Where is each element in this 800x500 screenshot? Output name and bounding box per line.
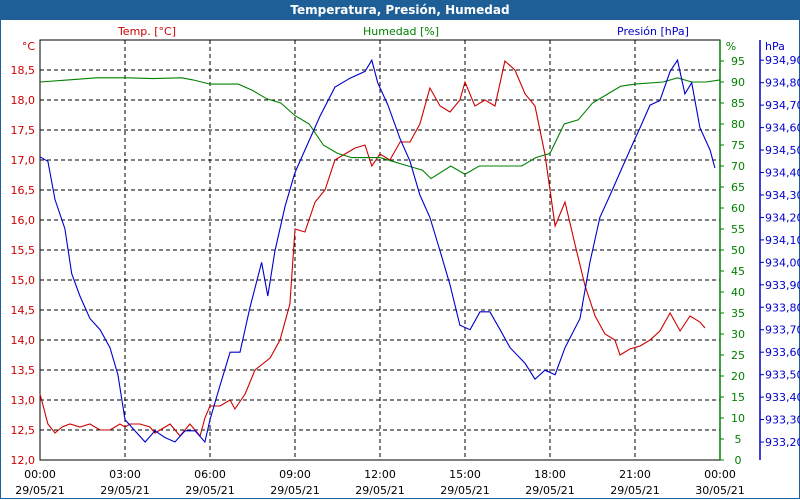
x-tick-date: 29/05/21 (100, 484, 149, 497)
humidity-tick-label: 30 (731, 328, 745, 341)
pressure-tick-label: 933,60 (765, 346, 800, 359)
pressure-tick-label: 933,40 (765, 391, 800, 404)
temp-tick-label: 14,0 (11, 334, 36, 347)
temp-tick-label: 16,5 (11, 184, 36, 197)
x-tick-date: 29/05/21 (185, 484, 234, 497)
legend-humidity: Humedad [%] (363, 25, 439, 38)
humidity-tick-label: 60 (731, 202, 745, 215)
temp-tick-label: 17,5 (11, 124, 36, 137)
pressure-tick-label: 933,50 (765, 369, 800, 382)
x-tick-time: 15:00 (449, 468, 481, 481)
temp-tick-label: 14,5 (11, 304, 36, 317)
humidity-tick-label: 15 (731, 391, 745, 404)
legend-pressure: Presión [hPa] (617, 25, 689, 38)
chart-title: Temperatura, Presión, Humedad (0, 0, 800, 20)
x-tick-date: 29/05/21 (610, 484, 659, 497)
temp-tick-label: 13,0 (11, 394, 36, 407)
temp-tick-label: 18,0 (11, 94, 36, 107)
humidity-tick-label: 80 (731, 118, 745, 131)
humidity-tick-label: 85 (731, 97, 745, 110)
pressure-tick-label: 933,30 (765, 414, 800, 427)
pressure-tick-label: 934,20 (765, 211, 800, 224)
temp-unit-label: °C (22, 40, 36, 53)
humidity-tick-label: 20 (731, 370, 745, 383)
pressure-tick-label: 934,70 (765, 99, 800, 112)
pressure-tick-label: 934,10 (765, 234, 800, 247)
pressure-tick-label: 934,00 (765, 256, 800, 269)
humidity-tick-label: 95 (731, 55, 745, 68)
temp-tick-label: 12,0 (11, 454, 36, 467)
pressure-tick-label: 934,60 (765, 122, 800, 135)
x-tick-date: 29/05/21 (355, 484, 404, 497)
pressure-tick-label: 933,80 (765, 301, 800, 314)
pressure-tick-label: 934,50 (765, 144, 800, 157)
temp-tick-label: 18,5 (11, 64, 36, 77)
humidity-tick-label: 10 (731, 412, 745, 425)
x-tick-time: 06:00 (194, 468, 226, 481)
humidity-tick-label: 35 (731, 307, 745, 320)
pressure-tick-label: 934,30 (765, 189, 800, 202)
x-tick-time: 03:00 (109, 468, 141, 481)
temp-tick-label: 15,5 (11, 244, 36, 257)
temp-tick-label: 12,5 (11, 424, 36, 437)
x-tick-date: 29/05/21 (440, 484, 489, 497)
humidity-tick-label: 25 (731, 349, 745, 362)
humidity-tick-label: 55 (731, 223, 745, 236)
humidity-unit-label: % (726, 40, 736, 53)
pressure-line (39, 58, 716, 444)
temperature-line (39, 59, 706, 438)
x-tick-time: 12:00 (364, 468, 396, 481)
humidity-tick-label: 65 (731, 181, 745, 194)
pressure-tick-label: 934,90 (765, 54, 800, 67)
x-tick-time: 00:00 (704, 468, 736, 481)
humidity-tick-label: 70 (731, 160, 745, 173)
x-tick-time: 18:00 (534, 468, 566, 481)
pressure-tick-label: 933,90 (765, 279, 800, 292)
temp-tick-label: 16,0 (11, 214, 36, 227)
x-tick-time: 21:00 (619, 468, 651, 481)
x-tick-date: 29/05/21 (525, 484, 574, 497)
temp-tick-label: 13,5 (11, 364, 36, 377)
pressure-tick-label: 933,20 (765, 436, 800, 449)
pressure-unit-label: hPa (765, 40, 785, 53)
humidity-tick-label: 0 (735, 454, 742, 467)
temp-tick-label: 15,0 (11, 274, 36, 287)
pressure-tick-label: 934,40 (765, 167, 800, 180)
pressure-tick-label: 933,70 (765, 324, 800, 337)
x-tick-date: 29/05/21 (270, 484, 319, 497)
humidity-tick-label: 75 (731, 139, 745, 152)
humidity-tick-label: 90 (731, 76, 745, 89)
x-tick-date: 29/05/21 (15, 484, 64, 497)
pressure-tick-label: 934,80 (765, 77, 800, 90)
x-tick-date: 30/05/21 (695, 484, 744, 497)
legend-temp: Temp. [°C] (117, 25, 176, 38)
humidity-tick-label: 45 (731, 265, 745, 278)
temp-tick-label: 17,0 (11, 154, 36, 167)
humidity-line (39, 77, 721, 180)
humidity-tick-label: 5 (735, 433, 742, 446)
humidity-tick-label: 40 (731, 286, 745, 299)
x-tick-time: 00:00 (24, 468, 56, 481)
humidity-tick-label: 50 (731, 244, 745, 257)
x-tick-time: 09:00 (279, 468, 311, 481)
